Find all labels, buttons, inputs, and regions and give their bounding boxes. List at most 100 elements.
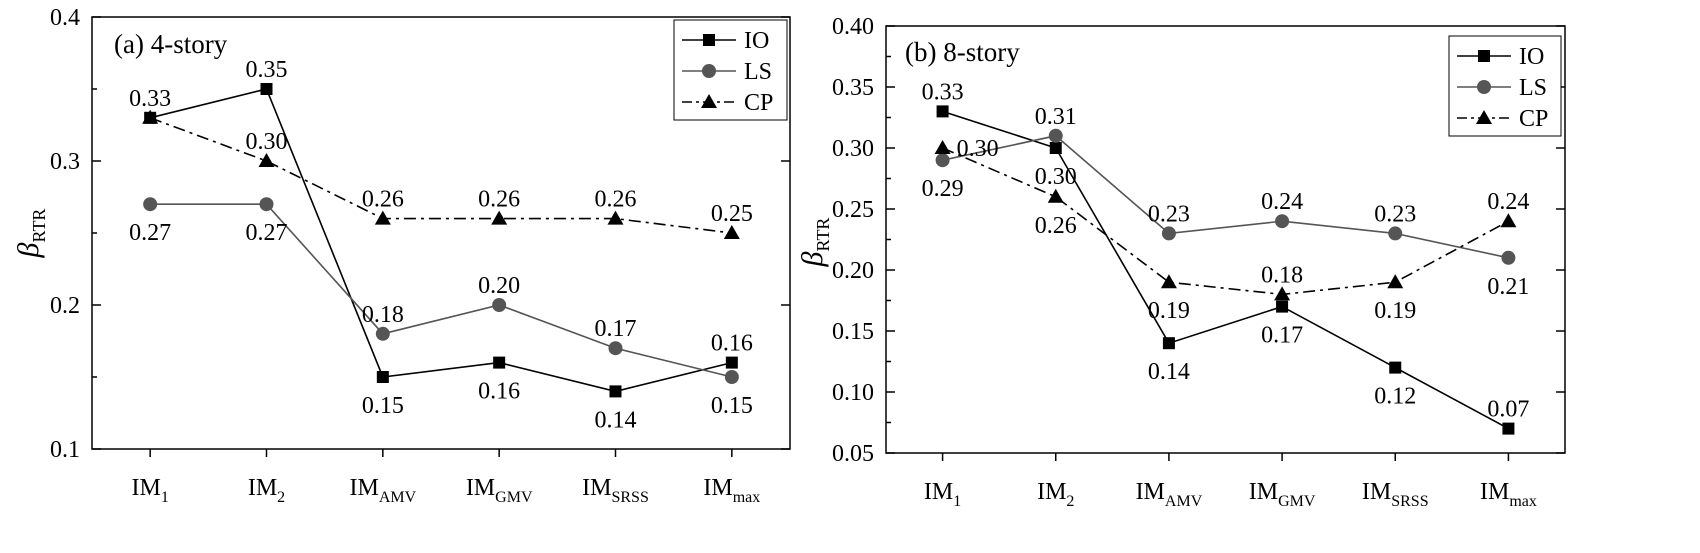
data-label-io: 0.30 xyxy=(1035,164,1077,190)
data-point-cp xyxy=(142,109,159,124)
y-tick-label: 0.3 xyxy=(50,149,80,175)
y-tick-label: 0.10 xyxy=(832,380,874,406)
data-point-cp xyxy=(374,210,391,225)
data-point-ls xyxy=(1388,226,1403,241)
data-label-io: 0.16 xyxy=(478,379,520,405)
x-tick-label: IMmax xyxy=(703,475,760,506)
series-line-cp xyxy=(942,147,1509,296)
data-point-cp xyxy=(1047,188,1064,203)
y-tick-label: 0.25 xyxy=(832,197,874,223)
series-line-io xyxy=(149,88,733,393)
y-tick-label: 0.20 xyxy=(832,258,874,284)
x-tick-label: IMGMV xyxy=(1249,479,1316,510)
series-line-ls xyxy=(150,203,733,378)
legend-marker-cp xyxy=(1476,110,1492,124)
x-tick-label: IMGMV xyxy=(466,475,533,506)
data-point-ls xyxy=(1048,128,1063,143)
y-axis-label: βRTR xyxy=(796,218,833,268)
data-label-cp: 0.26 xyxy=(478,187,520,213)
data-label-cp: 0.18 xyxy=(1261,262,1303,288)
x-tick-label: IM1 xyxy=(131,475,168,506)
legend: IO LS CP xyxy=(673,19,788,121)
data-label-io: 0.16 xyxy=(711,331,753,357)
data-point-io xyxy=(260,83,273,95)
legend-label-ls: LS xyxy=(1519,75,1547,101)
data-label-cp: 0.30 xyxy=(957,136,999,162)
data-point-cp xyxy=(1274,286,1291,301)
x-tick-label: IM2 xyxy=(1037,479,1074,510)
data-label-cp: 0.19 xyxy=(1148,298,1190,324)
data-point-ls xyxy=(1275,214,1290,229)
data-label-io: 0.15 xyxy=(362,393,404,419)
legend: IO LS CP xyxy=(1448,35,1562,137)
chart-panel-1: 0.1 0.2 0.3 0.4 IM1 IM2 IMAMV IMGMV IMSRSS IMmax β… xyxy=(12,5,791,506)
data-label-cp: 0.24 xyxy=(1487,189,1529,215)
data-point-io xyxy=(936,105,949,118)
data-point-cp xyxy=(934,140,951,154)
series-line-ls xyxy=(942,134,1509,259)
data-point-ls xyxy=(375,326,390,341)
x-tick-label: IMSRSS xyxy=(1362,479,1429,510)
data-label-ls: 0.24 xyxy=(1261,189,1303,215)
y-tick-label: 0.35 xyxy=(832,75,874,101)
data-point-cp xyxy=(723,225,740,239)
legend-marker-io xyxy=(703,34,715,46)
y-tick-label: 0.4 xyxy=(50,5,80,31)
data-point-ls xyxy=(1501,250,1516,265)
y-tick-label: 0.1 xyxy=(50,437,80,463)
data-label-ls: 0.27 xyxy=(129,220,171,246)
data-point-ls xyxy=(935,153,950,168)
legend-label-cp: CP xyxy=(1519,106,1548,132)
data-label-io: 0.35 xyxy=(246,57,288,83)
data-point-ls xyxy=(608,341,623,356)
legend-label-io: IO xyxy=(744,28,769,54)
chart-title: (b) 8-story xyxy=(905,37,1020,67)
legend-marker-cp xyxy=(701,94,717,108)
data-label-ls: 0.29 xyxy=(922,176,964,202)
data-label-io: 0.33 xyxy=(922,79,964,105)
y-tick-label: 0.30 xyxy=(832,136,874,162)
data-label-cp: 0.19 xyxy=(1374,298,1416,324)
data-point-cp xyxy=(1160,274,1177,289)
data-point-io xyxy=(1502,422,1515,435)
data-label-ls: 0.18 xyxy=(362,302,404,328)
y-tick-label: 0.2 xyxy=(50,293,80,319)
data-label-ls: 0.27 xyxy=(246,220,288,246)
legend-label-io: IO xyxy=(1519,44,1544,70)
data-point-cp xyxy=(491,210,508,225)
data-label-cp: 0.30 xyxy=(246,129,288,155)
data-point-ls xyxy=(1161,226,1176,241)
x-tick-label: IMAMV xyxy=(1136,479,1203,510)
data-point-ls xyxy=(724,370,739,384)
x-tick-label: IM2 xyxy=(248,475,285,506)
y-tick-label: 0.40 xyxy=(832,14,874,40)
data-point-io xyxy=(1389,361,1402,374)
data-label-ls: 0.20 xyxy=(478,273,520,299)
x-tick-label: IMSRSS xyxy=(582,475,649,506)
data-label-cp: 0.25 xyxy=(711,201,753,227)
data-point-io xyxy=(609,385,622,398)
data-label-cp: 0.26 xyxy=(362,187,404,213)
data-point-io xyxy=(1162,337,1175,350)
data-point-io xyxy=(725,356,738,369)
x-tick-label: IM1 xyxy=(924,479,961,510)
legend-marker-ls xyxy=(702,64,716,78)
series-line-io xyxy=(942,110,1509,430)
data-point-io xyxy=(1276,300,1289,313)
data-point-cp xyxy=(258,153,275,167)
data-point-io xyxy=(493,356,506,369)
y-tick-label: 0.05 xyxy=(832,441,874,467)
data-point-cp xyxy=(1500,213,1517,228)
data-label-io: 0.14 xyxy=(1148,359,1190,385)
x-tick-label: IMmax xyxy=(1480,479,1537,510)
data-point-cp xyxy=(1387,274,1404,289)
data-label-io: 0.14 xyxy=(595,407,637,433)
data-point-ls xyxy=(259,197,274,212)
legend-box xyxy=(673,19,788,121)
data-label-cp: 0.26 xyxy=(595,187,637,213)
data-label-io: 0.33 xyxy=(129,86,171,112)
data-label-ls: 0.21 xyxy=(1487,274,1529,300)
data-point-cp xyxy=(607,210,624,225)
legend-marker-io xyxy=(1478,50,1490,62)
data-label-cp: 0.26 xyxy=(1035,213,1077,239)
